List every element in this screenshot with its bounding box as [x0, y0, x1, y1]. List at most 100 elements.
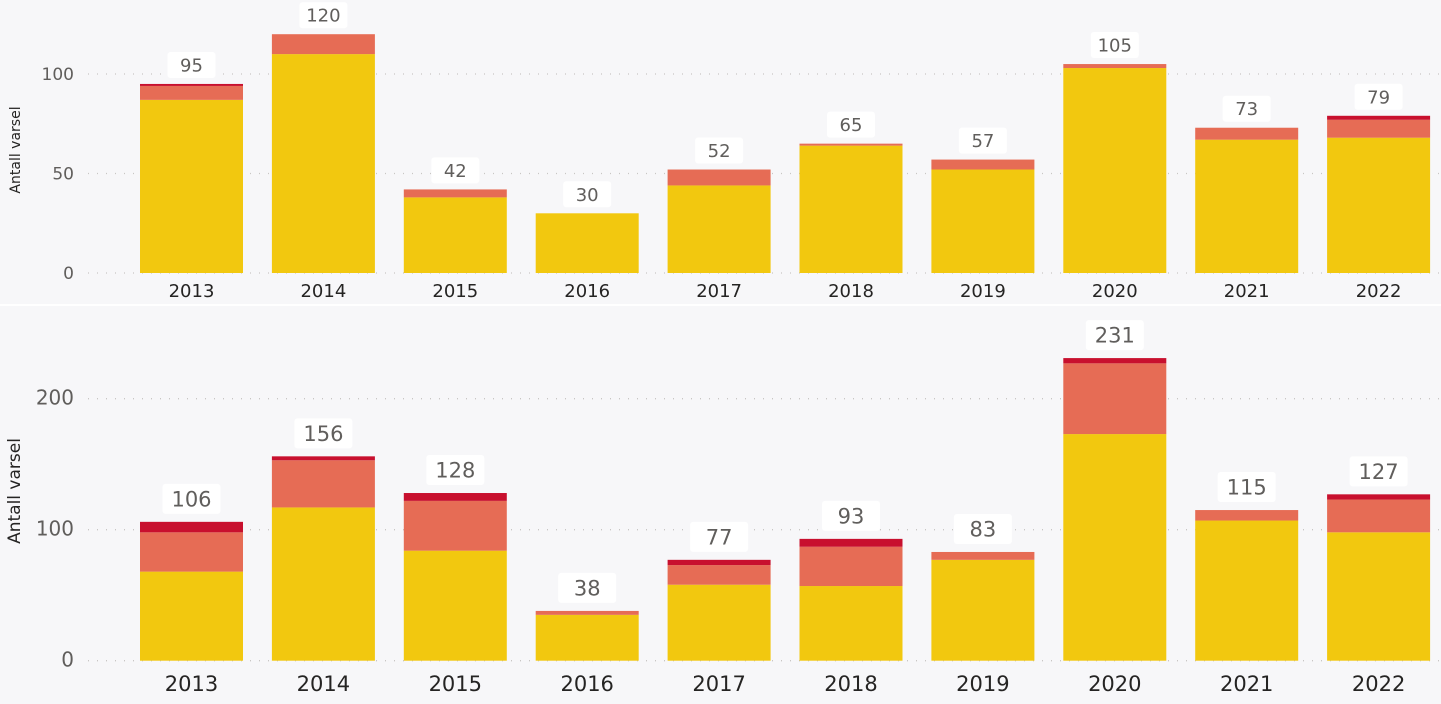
x-tick-label: 2020 [1092, 281, 1138, 302]
data-label: 95 [180, 55, 203, 76]
data-label-background [294, 418, 353, 449]
x-tick-label: 2020 [1088, 672, 1141, 696]
bar-segment-yellow[interactable] [140, 99, 243, 274]
bar-segment-orange[interactable] [931, 551, 1035, 560]
bar-segment-yellow[interactable] [1195, 520, 1299, 661]
bar-segment-orange[interactable] [271, 460, 375, 508]
bar-segment-yellow[interactable] [1327, 532, 1431, 661]
y-axis-label: Antall varsel [5, 438, 25, 544]
bar-segment-orange[interactable] [271, 34, 375, 55]
data-label-background [1222, 95, 1271, 122]
data-label-background [827, 111, 875, 138]
bar-segment-crimson[interactable] [403, 493, 507, 501]
data-label: 38 [574, 576, 601, 600]
x-tick-label: 2022 [1352, 672, 1405, 696]
y-tick-label: 100 [42, 65, 74, 85]
bar-segment-orange[interactable] [667, 565, 771, 585]
x-tick-label: 2021 [1220, 672, 1273, 696]
data-label-background [1217, 472, 1276, 503]
x-tick-label: 2017 [696, 281, 742, 302]
bar-segment-crimson[interactable] [1327, 494, 1431, 500]
bar-segment-yellow[interactable] [535, 614, 639, 661]
chart-divider [0, 304, 1441, 306]
bar-segment-yellow[interactable] [1063, 68, 1167, 273]
data-label: 57 [971, 131, 994, 152]
bar-segment-yellow[interactable] [140, 571, 243, 661]
data-label: 127 [1359, 460, 1399, 484]
data-label-background [690, 521, 749, 552]
bar-segment-orange[interactable] [140, 85, 243, 100]
bar-segment-yellow[interactable] [271, 507, 375, 661]
data-label-background [431, 157, 480, 184]
bar-segment-yellow[interactable] [1327, 137, 1431, 273]
bar-segment-orange[interactable] [403, 500, 507, 551]
bar-segment-yellow[interactable] [667, 584, 771, 661]
bar-segment-orange[interactable] [667, 169, 771, 186]
bar-segment-crimson[interactable] [1327, 115, 1431, 120]
data-label-background [162, 483, 221, 514]
bar-segment-crimson[interactable] [140, 521, 243, 533]
bar-segment-orange[interactable] [931, 159, 1035, 170]
bar-segment-yellow[interactable] [931, 169, 1035, 273]
bar-segment-orange[interactable] [799, 546, 903, 587]
x-tick-label: 2022 [1356, 281, 1402, 302]
x-tick-label: 2019 [960, 281, 1006, 302]
bar-segment-crimson[interactable] [799, 538, 903, 547]
data-label: 30 [576, 185, 599, 206]
data-label-background [167, 51, 216, 78]
bar-segment-yellow[interactable] [403, 550, 507, 661]
data-label: 120 [306, 6, 340, 27]
y-tick-label: 0 [61, 648, 74, 672]
bar-segment-yellow[interactable] [535, 213, 639, 273]
bar-segment-crimson[interactable] [1063, 358, 1167, 364]
data-label: 93 [838, 504, 865, 528]
bar-segment-orange[interactable] [799, 143, 903, 146]
x-tick-label: 2018 [824, 672, 877, 696]
data-label: 156 [303, 422, 343, 446]
x-tick-label: 2014 [297, 672, 350, 696]
bar-segment-orange[interactable] [1063, 64, 1167, 69]
bar-segment-crimson[interactable] [140, 83, 243, 86]
x-tick-label: 2016 [564, 281, 610, 302]
bar-segment-orange[interactable] [403, 189, 507, 198]
chart-top-svg: 0 50 100 Antall varsel 95 2013 120 2014 42 2015 30… [8, 2, 1441, 302]
x-tick-label: 2021 [1224, 281, 1270, 302]
x-tick-label: 2019 [956, 672, 1009, 696]
x-tick-label: 2017 [692, 672, 745, 696]
x-tick-label: 2014 [300, 281, 346, 302]
bar-segment-yellow[interactable] [271, 54, 375, 273]
bar-segment-orange[interactable] [535, 610, 639, 615]
y-tick-label: 200 [36, 386, 74, 410]
data-label-background [1354, 83, 1403, 110]
bar-segment-yellow[interactable] [931, 559, 1035, 661]
data-label-background [299, 2, 348, 29]
data-label: 52 [708, 141, 731, 162]
x-tick-label: 2015 [429, 672, 482, 696]
bar-segment-yellow[interactable] [799, 145, 903, 273]
data-label: 105 [1098, 36, 1132, 57]
data-label: 106 [171, 487, 211, 511]
bar-segment-yellow[interactable] [1195, 139, 1299, 273]
y-axis-label: Antall varsel [8, 106, 24, 193]
x-tick-label: 2018 [828, 281, 874, 302]
chart-bottom: 0 100 200 Antall varsel 106 2013 156 2014 128 201… [0, 306, 1441, 704]
bar-segment-orange[interactable] [1195, 127, 1299, 140]
y-tick-label: 100 [36, 517, 74, 541]
bar-segment-yellow[interactable] [403, 197, 507, 273]
bar-segment-yellow[interactable] [667, 185, 771, 273]
bar-segment-crimson[interactable] [271, 456, 375, 461]
bar-segment-yellow[interactable] [1063, 434, 1167, 661]
data-label: 79 [1367, 87, 1390, 108]
y-tick-label: 0 [63, 264, 74, 284]
data-label: 73 [1235, 99, 1258, 120]
bar-segment-crimson[interactable] [667, 559, 771, 566]
bar-segment-yellow[interactable] [799, 586, 903, 661]
data-label: 77 [706, 525, 733, 549]
bar-segment-orange[interactable] [1063, 363, 1167, 435]
bar-segment-orange[interactable] [1195, 510, 1299, 521]
bar-segment-orange[interactable] [1327, 119, 1431, 138]
data-label-background [558, 572, 617, 603]
bar-segment-orange[interactable] [1327, 499, 1431, 533]
bar-segment-orange[interactable] [140, 532, 243, 572]
data-label-background [822, 500, 880, 531]
